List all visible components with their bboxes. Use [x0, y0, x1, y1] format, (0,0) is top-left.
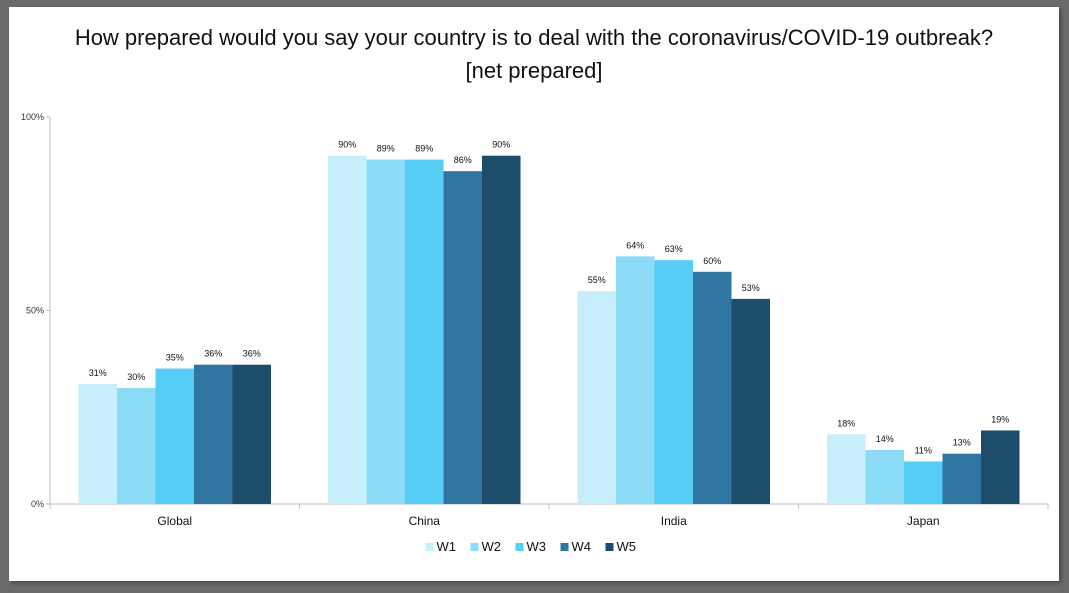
- bar-chart: 0% 50% 100% Global 31% 30% 35% 36% 36% China 90% 89…: [21, 112, 1049, 554]
- data-label: 90%: [338, 140, 356, 150]
- legend-swatch: [560, 543, 569, 551]
- data-label: 14%: [876, 434, 894, 444]
- bar: [78, 384, 117, 504]
- chart-title: How prepared would you say your country …: [9, 21, 1059, 87]
- data-label: 89%: [415, 144, 433, 154]
- category-label: India: [661, 514, 687, 528]
- data-label: 86%: [454, 155, 472, 165]
- data-label: 11%: [915, 445, 932, 455]
- legend-label: W3: [527, 539, 547, 554]
- data-label: 53%: [742, 283, 760, 293]
- bar: [405, 159, 444, 504]
- bar: [366, 159, 405, 504]
- legend-label: W4: [572, 539, 592, 554]
- category-label: Global: [157, 514, 192, 528]
- chart-title-line1: How prepared would you say your country …: [74, 25, 994, 50]
- bar: [155, 368, 194, 504]
- data-label: 64%: [626, 240, 644, 250]
- bar: [693, 271, 732, 504]
- chart-subtitle: [net prepared]: [465, 58, 603, 83]
- y-tick-label: 0%: [31, 499, 44, 509]
- legend-swatch: [605, 543, 614, 551]
- data-label: 35%: [166, 353, 184, 363]
- data-label: 63%: [665, 244, 683, 254]
- bar: [117, 387, 156, 504]
- data-label: 18%: [837, 418, 855, 428]
- data-label: 60%: [703, 256, 721, 266]
- bar: [827, 434, 866, 504]
- bar: [194, 364, 233, 504]
- y-tick-label: 50%: [26, 306, 44, 316]
- bar: [654, 260, 693, 504]
- y-tick-label: 100%: [21, 112, 44, 122]
- bar: [577, 291, 616, 504]
- bar: [981, 430, 1020, 504]
- bar: [731, 298, 770, 504]
- data-label: 90%: [492, 140, 510, 150]
- data-label: 19%: [991, 414, 1009, 424]
- bar: [616, 256, 655, 504]
- data-label: 31%: [89, 368, 107, 378]
- bar: [942, 453, 981, 504]
- bar: [865, 449, 904, 504]
- bar: [443, 171, 482, 504]
- legend-swatch: [425, 543, 434, 551]
- category-label: Japan: [907, 514, 940, 528]
- category-label: China: [409, 514, 441, 528]
- chart-frame: How prepared would you say your country …: [9, 7, 1059, 581]
- data-label: 13%: [953, 438, 971, 448]
- bar: [232, 364, 271, 504]
- legend-label: W1: [437, 539, 457, 554]
- data-label: 89%: [377, 144, 395, 154]
- legend-label: W5: [617, 539, 637, 554]
- data-label: 30%: [127, 372, 145, 382]
- bar: [904, 461, 943, 504]
- bar: [328, 155, 367, 504]
- legend-swatch: [515, 543, 524, 551]
- legend-label: W2: [482, 539, 502, 554]
- bar: [482, 155, 521, 504]
- data-label: 55%: [588, 275, 606, 285]
- data-label: 36%: [204, 349, 222, 359]
- legend-swatch: [470, 543, 479, 551]
- data-label: 36%: [243, 349, 261, 359]
